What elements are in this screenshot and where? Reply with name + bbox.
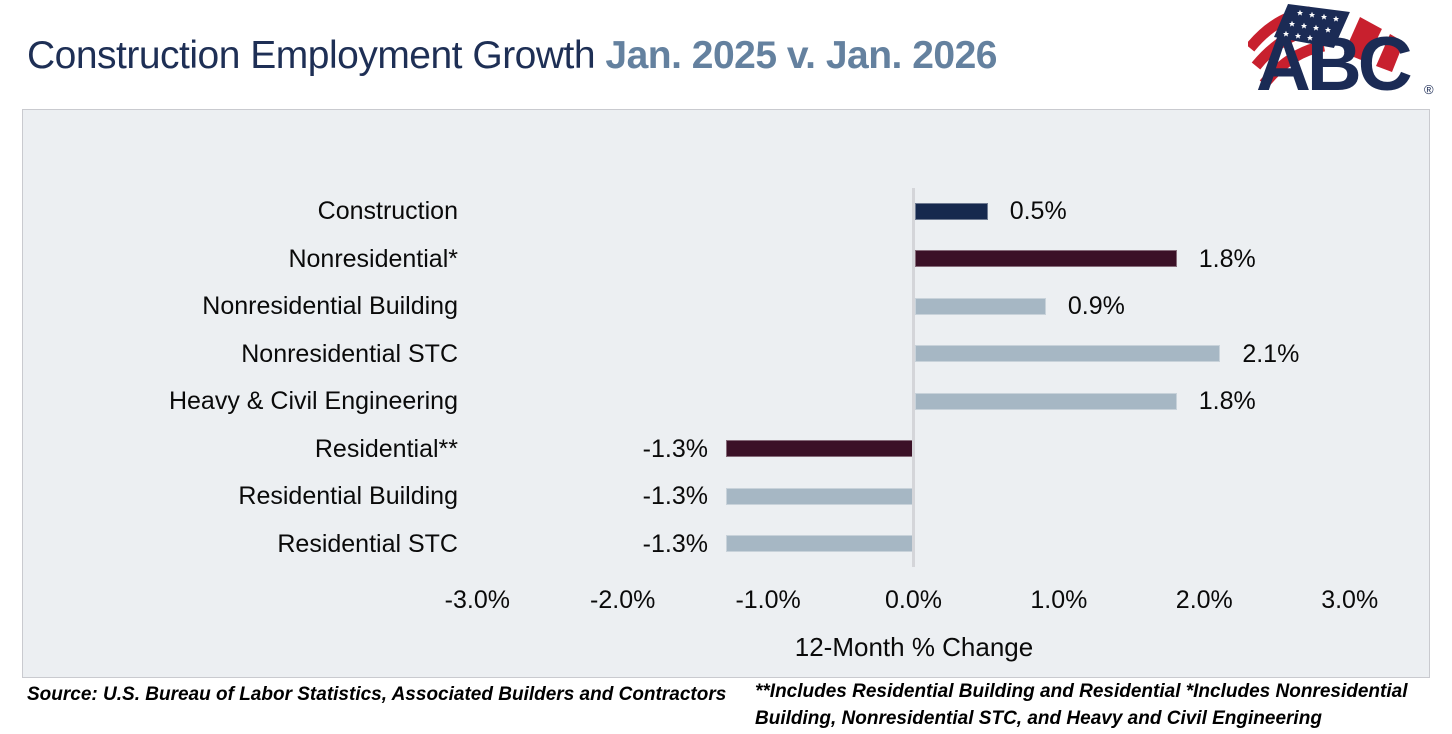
bar xyxy=(725,487,915,505)
x-tick-label: -2.0% xyxy=(590,586,656,614)
bar-category-label: Residential Building xyxy=(238,482,458,510)
bar xyxy=(915,392,1177,410)
title-period: Jan. 2025 v. Jan. 2026 xyxy=(605,34,997,77)
abc-logo: ABC ® xyxy=(1245,2,1440,107)
us-flag-icon xyxy=(1245,4,1404,88)
bar xyxy=(915,250,1177,267)
bar xyxy=(725,535,915,552)
x-tick-label: 3.0% xyxy=(1321,586,1379,614)
bar-category-label: Residential** xyxy=(314,434,458,463)
x-axis-title: 12-Month % Change xyxy=(794,632,1034,662)
bar-category-label: Nonresidential* xyxy=(288,244,458,273)
bar xyxy=(915,202,988,220)
bar-value-label: -1.3% xyxy=(642,434,708,463)
logo-text: ABC xyxy=(1256,22,1411,98)
title-main: Construction Employment Growth xyxy=(27,34,596,77)
bar-category-label: Residential STC xyxy=(277,529,458,558)
chart-panel: Construction 0.5% Nonresidential* 1.8% Nonre… xyxy=(22,109,1430,678)
bar-value-label: 1.8% xyxy=(1198,244,1256,273)
x-tick-label: -3.0% xyxy=(444,586,510,614)
footnote: **Includes Residential Building and Resi… xyxy=(755,678,1407,732)
page-title: Construction Employment Growth Jan. 2025… xyxy=(27,33,997,79)
x-tick-label: -1.0% xyxy=(735,586,801,614)
bar xyxy=(915,345,1221,362)
plot-area: Construction 0.5% Nonresidential* 1.8% Nonre… xyxy=(23,110,1429,677)
zero-axis-line xyxy=(912,188,915,567)
bar xyxy=(725,440,915,457)
bar-value-label: 0.5% xyxy=(1009,197,1067,225)
bar-category-label: Heavy & Civil Engineering xyxy=(168,387,458,415)
x-tick-label: 0.0% xyxy=(885,586,942,614)
bar xyxy=(915,297,1046,315)
bar-category-label: Nonresidential STC xyxy=(241,339,458,368)
x-tick-label: 1.0% xyxy=(1030,586,1088,614)
footnote-line-1: **Includes Residential Building and Resi… xyxy=(755,681,1408,702)
bar-category-label: Nonresidential Building xyxy=(202,292,458,320)
x-tick-label: 2.0% xyxy=(1175,586,1233,614)
abc-logo-graphic: ABC ® xyxy=(1245,4,1434,107)
bar-category-label: Construction xyxy=(317,197,458,225)
bar-value-label: -1.3% xyxy=(642,482,708,510)
bar-value-label: 2.1% xyxy=(1242,339,1300,368)
footnote-line-2: Building, Nonresidential STC, and Heavy … xyxy=(755,708,1322,729)
source-note: Source: U.S. Bureau of Labor Statistics,… xyxy=(27,684,727,705)
bar-value-label: 0.9% xyxy=(1067,292,1125,320)
logo-registered-mark: ® xyxy=(1424,82,1434,97)
bar-value-label: 1.8% xyxy=(1198,387,1256,415)
bar-value-label: -1.3% xyxy=(642,529,708,558)
